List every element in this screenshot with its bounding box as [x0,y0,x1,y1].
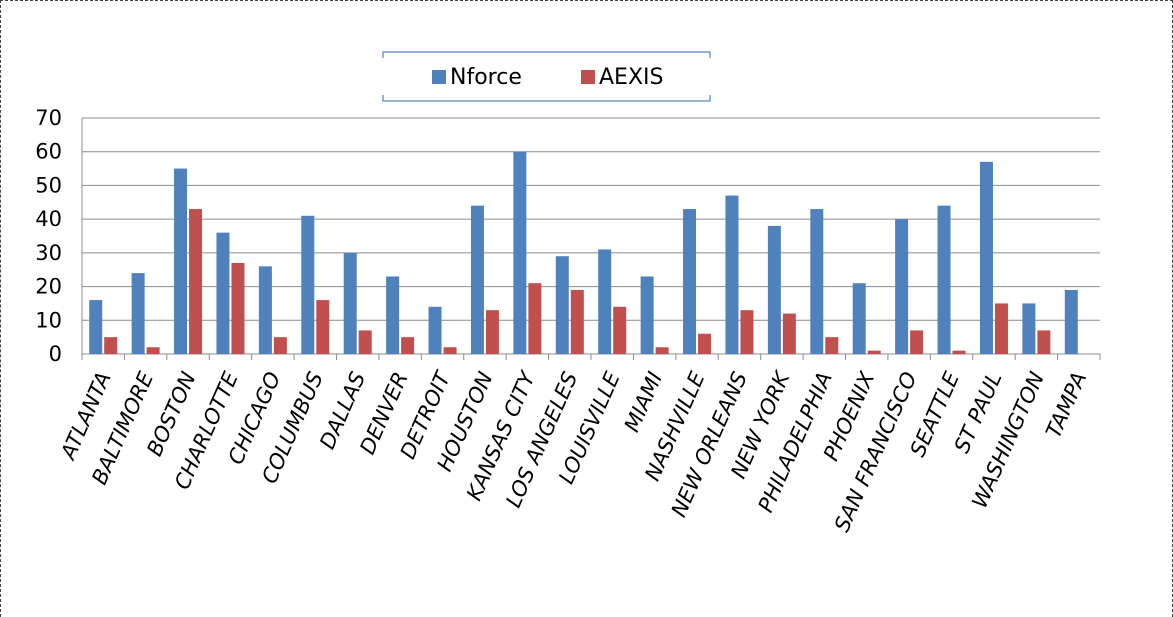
legend-swatch-aexis [581,70,595,84]
bar-aexis-louisville [613,306,627,354]
bar-aexis-kansas-city [528,283,542,354]
bar-nforce-nashville [683,209,697,354]
bar-nforce-atlanta [89,300,103,354]
bar-nforce-denver [386,276,400,354]
bar-nforce-st-paul [979,161,993,354]
bar-aexis-st-paul [994,303,1008,354]
bar-aexis-columbus [316,300,330,354]
bar-aexis-denver [401,337,415,354]
bar-aexis-nashville [698,333,712,354]
bar-nforce-houston [470,205,484,354]
bar-aexis-boston [189,209,203,354]
bar-aexis-detroit [443,347,457,354]
legend-label-nforce: Nforce [450,65,522,90]
bar-aexis-charlotte [231,262,245,354]
bar-aexis-phoenix [867,350,881,354]
bar-aexis-atlanta [104,337,118,354]
bar-aexis-seattle [952,350,966,354]
bar-aexis-san-francisco [910,330,924,354]
bar-nforce-detroit [428,306,442,354]
bar-nforce-seattle [937,205,951,354]
y-tick-label: 20 [35,275,62,299]
legend-gap-right [707,58,712,95]
bar-nforce-kansas-city [513,151,527,354]
bar-nforce-new-orleans [725,195,739,354]
y-tick-label: 70 [35,106,62,130]
bar-aexis-new-orleans [740,310,754,354]
y-tick-label: 40 [35,207,62,231]
legend-swatch-nforce [432,70,446,84]
bar-nforce-washington [1022,303,1036,354]
bar-nforce-boston [174,168,188,354]
bar-nforce-charlotte [216,232,230,354]
bar-nforce-los-angeles [555,256,569,354]
x-category-label: MIAMI [620,368,668,435]
legend-gap-left [381,58,386,95]
bar-nforce-philadelphia [810,209,824,354]
bar-aexis-washington [1037,330,1051,354]
y-tick-label: 60 [35,140,62,164]
bar-nforce-san-francisco [895,219,909,354]
bar-nforce-louisville [598,249,612,354]
y-tick-label: 10 [35,308,62,332]
bar-aexis-philadelphia [825,337,839,354]
bar-nforce-tampa [1064,289,1078,354]
bar-aexis-dallas [358,330,372,354]
bar-nforce-phoenix [852,283,866,354]
legend-label-aexis: AEXIS [599,65,663,90]
bar-nforce-new-york [767,225,781,354]
y-tick-label: 30 [35,241,62,265]
bar-aexis-miami [655,347,669,354]
bar-aexis-chicago [273,337,287,354]
bar-aexis-baltimore [146,347,160,354]
x-category-label: TAMPA [1041,368,1091,441]
bar-nforce-baltimore [131,273,145,354]
bar-aexis-new-york [782,313,796,354]
bar-nforce-columbus [301,215,315,354]
bar-nforce-dallas [343,252,357,354]
y-tick-label: 50 [35,173,62,197]
bar-aexis-los-angeles [570,289,584,354]
bar-nforce-miami [640,276,654,354]
bar-aexis-houston [485,310,499,354]
bar-nforce-chicago [258,266,272,354]
y-tick-label: 0 [49,342,62,366]
